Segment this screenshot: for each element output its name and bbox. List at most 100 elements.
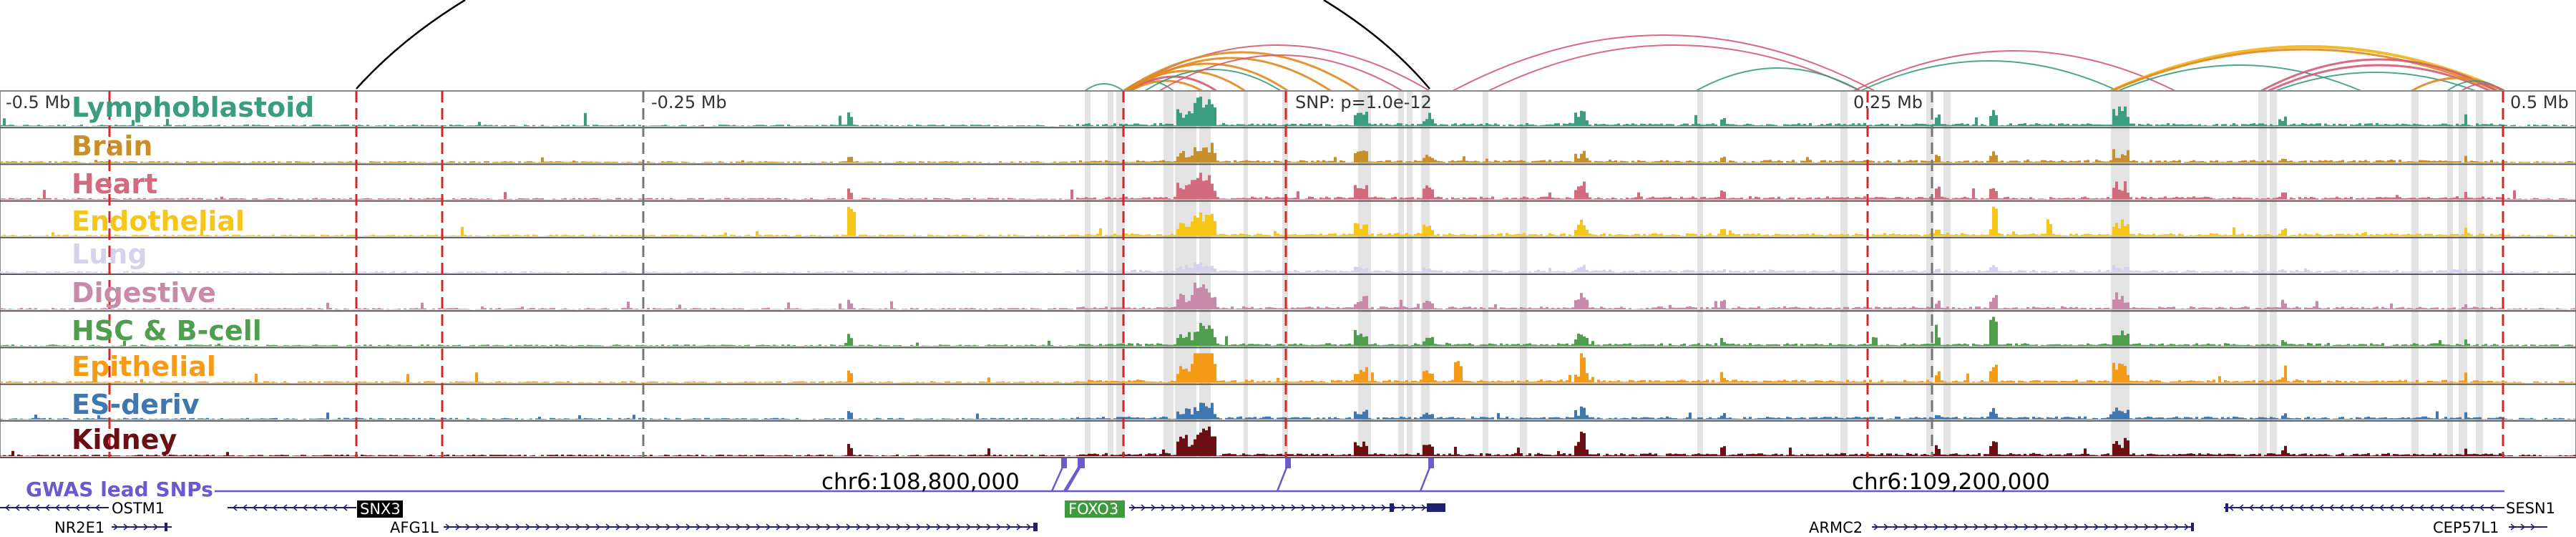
gene-snx3-line-arrow xyxy=(252,504,258,511)
position-markers xyxy=(108,91,2504,458)
gene-nr2e1-line-arrow xyxy=(143,523,149,531)
gene-afg1l-line-arrow xyxy=(786,523,791,531)
gene-afg1l-line-arrow xyxy=(906,523,912,531)
gene-sesn1-line-arrow xyxy=(2318,504,2324,511)
gene-foxo3-line-arrow xyxy=(1351,504,1357,511)
coordinate-label-1: chr6:108,800,000 xyxy=(821,469,1020,495)
gene-armc2-line-arrow xyxy=(2124,523,2129,531)
gene-afg1l-line-arrow xyxy=(475,523,481,531)
gene-armc2-line-arrow xyxy=(1913,523,1919,531)
gene-afg1l-line-arrow xyxy=(1016,523,1022,531)
gene-cep57l1-line-arrow xyxy=(2520,523,2526,531)
gene-armc2-line-arrow xyxy=(1953,523,1959,531)
gwas-snp-line-1 xyxy=(1063,463,1082,492)
gene-afg1l-line-arrow xyxy=(806,523,811,531)
gene-foxo3-line-arrow xyxy=(1131,504,1136,511)
gene-sesn1-line-arrow xyxy=(2429,504,2434,511)
signal-tracks xyxy=(0,90,2576,458)
gene-sesn1-line-arrow xyxy=(2409,504,2414,511)
gene-armc2-line-arrow xyxy=(2164,523,2170,531)
gene-snx3-line-arrow xyxy=(262,504,268,511)
gene-label-armc2: ARMC2 xyxy=(1809,519,1863,536)
gene-ostm1-line-arrow xyxy=(14,504,20,511)
axis: -0.5 Mb -0.25 Mb SNP: p=1.0e-12 0.25 Mb … xyxy=(6,92,2569,112)
track-label-endothelial: Endothelial xyxy=(72,205,245,237)
gene-afg1l-line-arrow xyxy=(706,523,711,531)
gene-label-nr2e1: NR2E1 xyxy=(54,519,104,536)
signal-lung xyxy=(0,262,2576,273)
gene-foxo3-line-arrow xyxy=(1241,504,1246,511)
signal-digestive xyxy=(0,282,2576,310)
axis-tick-minus-0-5: -0.5 Mb xyxy=(6,92,70,112)
gene-sesn1-line-arrow xyxy=(2368,504,2374,511)
gene-afg1l-line-arrow xyxy=(655,523,661,531)
gene-foxo3-line-arrow xyxy=(1381,504,1387,511)
gene-sesn1-line-arrow xyxy=(2228,504,2234,511)
gene-afg1l-line-arrow xyxy=(956,523,962,531)
gene-sesn1-line-arrow xyxy=(2419,504,2424,511)
gwas-snps: GWAS lead SNPs xyxy=(26,458,2504,501)
gene-afg1l-line-arrow xyxy=(736,523,741,531)
gene-afg1l-line-arrow xyxy=(505,523,511,531)
coordinates: chr6:108,800,000 chr6:109,200,000 xyxy=(821,469,2050,495)
gene-foxo3-line-arrow xyxy=(1421,504,1427,511)
gene-label-sesn1: SESN1 xyxy=(2506,500,2555,517)
gene-armc2-line-arrow xyxy=(2014,523,2019,531)
gene-sesn1-line-arrow xyxy=(2298,504,2304,511)
gene-foxo3-line-arrow xyxy=(1291,504,1297,511)
gene-ostm1-line-arrow xyxy=(84,504,90,511)
gene-afg1l-line-arrow xyxy=(876,523,882,531)
gene-armc2-line-arrow xyxy=(1873,523,1879,531)
gene-afg1l-line-arrow xyxy=(535,523,541,531)
snp-pvalue-label: SNP: p=1.0e-12 xyxy=(1295,92,1432,112)
track-labels: Lymphoblastoid Brain Heart Endothelial L… xyxy=(72,92,314,455)
gene-afg1l-line-arrow xyxy=(575,523,581,531)
arc-p9 xyxy=(2461,83,2505,92)
gene-foxo3-line-arrow xyxy=(1281,504,1287,511)
gene-foxo3-line-arrow xyxy=(1371,504,1377,511)
gene-afg1l-line-arrow xyxy=(1006,523,1012,531)
gene-snx3-line-arrow xyxy=(272,504,278,511)
gwas-snp-line-2 xyxy=(1065,463,1083,492)
gene-foxo3-line-arrow xyxy=(1211,504,1216,511)
gene-afg1l-line-arrow xyxy=(495,523,501,531)
axis-tick-0-5: 0.5 Mb xyxy=(2510,92,2569,112)
gene-snx3-line-arrow xyxy=(332,504,338,511)
gene-snx3-line-arrow xyxy=(342,504,348,511)
gene-afg1l-line-arrow xyxy=(866,523,872,531)
gene-ostm1-line-arrow xyxy=(34,504,40,511)
gene-afg1l-line-arrow xyxy=(525,523,531,531)
gene-foxo3-line-arrow xyxy=(1141,504,1146,511)
gene-ostm1-line-arrow xyxy=(24,504,30,511)
gene-sesn1-line-arrow xyxy=(2449,504,2454,511)
gene-label-cep57l1: CEP57L1 xyxy=(2433,519,2499,536)
gene-nr2e1-line-arrow xyxy=(113,523,119,531)
gene-foxo3-line-arrow xyxy=(1231,504,1236,511)
gene-label-ostm1: OSTM1 xyxy=(112,500,165,517)
gene-foxo3-line-arrow xyxy=(1201,504,1206,511)
arc-p7 xyxy=(2260,58,2498,92)
gene-afg1l-line-arrow xyxy=(565,523,571,531)
coordinate-label-2: chr6:109,200,000 xyxy=(1852,469,2050,495)
track-label-lymphoblastoid: Lymphoblastoid xyxy=(72,92,314,123)
gene-ostm1-line-arrow xyxy=(54,504,60,511)
gene-armc2-line-arrow xyxy=(2044,523,2049,531)
arc-black-right xyxy=(1323,0,1430,90)
gene-armc2-line-arrow xyxy=(2154,523,2160,531)
gene-afg1l-line-arrow xyxy=(485,523,491,531)
gene-afg1l-line-arrow xyxy=(716,523,721,531)
gene-armc2-line-arrow xyxy=(1883,523,1889,531)
gene-sesn1-line-arrow xyxy=(2469,504,2474,511)
gene-afg1l-line-arrow xyxy=(545,523,551,531)
arc-p4 xyxy=(1488,44,1861,92)
gene-afg1l-line-arrow xyxy=(916,523,922,531)
gene-armc2-line-arrow xyxy=(2004,523,2009,531)
gene-armc2-line-arrow xyxy=(1903,523,1909,531)
gene-snx3-line-arrow xyxy=(322,504,328,511)
gene-armc2-line-arrow xyxy=(2084,523,2089,531)
gene-armc2-line-arrow xyxy=(1893,523,1899,531)
gene-cep57l1-line-arrow xyxy=(2510,523,2516,531)
gene-snx3-line-arrow xyxy=(312,504,318,511)
gene-afg1l-line-arrow xyxy=(675,523,681,531)
